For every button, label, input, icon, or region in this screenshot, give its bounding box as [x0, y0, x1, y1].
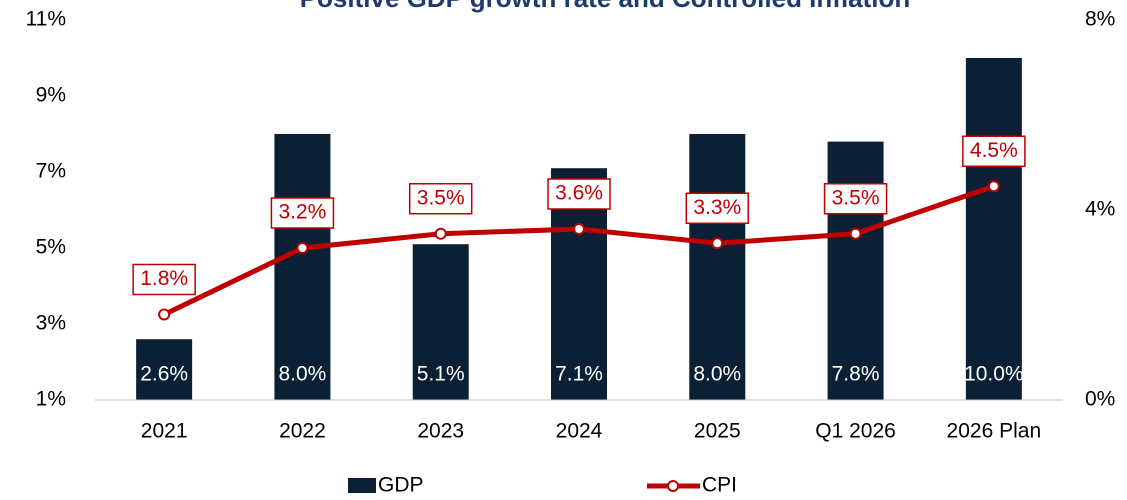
y-tick-label: 9%	[36, 84, 66, 107]
cpi-label-box	[270, 197, 335, 229]
y2-tick-label: 4%	[1085, 198, 1115, 221]
bar-value-label: 10.0%	[964, 363, 1024, 386]
cpi-marker	[711, 237, 724, 250]
cpi-value-label: 3.6%	[555, 182, 603, 205]
cpi-value-label: 4.5%	[970, 139, 1018, 162]
cpi-label-box	[685, 192, 750, 224]
x-tick-label: 2024	[556, 420, 603, 443]
legend-label: GDP	[378, 474, 424, 497]
cpi-label-box	[132, 263, 196, 296]
legend-label: CPI	[702, 474, 737, 497]
bar	[689, 134, 746, 400]
cpi-label-box	[547, 178, 611, 210]
y-tick-label: 11%	[26, 8, 66, 31]
cpi-label-box	[408, 183, 473, 215]
y-tick-label: 1%	[36, 388, 66, 411]
bar	[827, 141, 884, 400]
bar	[274, 134, 331, 400]
bar-value-label: 5.1%	[417, 363, 465, 386]
y2-tick-label: 8%	[1085, 8, 1115, 31]
x-tick-label: 2021	[141, 420, 188, 443]
cpi-marker	[849, 227, 862, 240]
cpi-marker	[573, 223, 585, 235]
bar-value-label: 2.6%	[140, 363, 188, 386]
legend-swatch	[667, 480, 679, 492]
cpi-value-label: 1.8%	[140, 267, 188, 290]
x-tick-label: 2022	[279, 420, 326, 443]
bar	[965, 58, 1022, 400]
cpi-value-label: 3.3%	[693, 196, 741, 219]
bar-value-label: 8.0%	[693, 363, 741, 386]
cpi-marker	[434, 227, 447, 240]
legend-swatch	[348, 478, 376, 493]
cpi-value-label: 3.5%	[832, 186, 880, 209]
cpi-label-box	[823, 183, 888, 215]
y-tick-label: 3%	[36, 312, 66, 335]
y-tick-label: 5%	[36, 236, 66, 259]
x-tick-label: Q1 2026	[815, 420, 896, 443]
cpi-value-label: 3.5%	[417, 186, 465, 209]
cpi-marker	[296, 242, 309, 254]
y2-tick-label: 0%	[1085, 388, 1115, 411]
chart-title: Positive GDP growth rate and Controlled …	[300, 0, 911, 13]
y-tick-label: 7%	[36, 160, 66, 183]
cpi-marker	[158, 308, 171, 321]
cpi-value-label: 3.2%	[278, 201, 326, 224]
cpi-marker	[987, 180, 1000, 193]
x-tick-label: 2026 Plan	[947, 420, 1042, 443]
bar-value-label: 7.1%	[555, 363, 603, 386]
cpi-label-box	[962, 135, 1026, 167]
bar	[136, 339, 193, 400]
bar-value-label: 7.8%	[832, 363, 880, 386]
bar	[412, 244, 469, 400]
x-tick-label: 2025	[694, 420, 741, 443]
x-tick-label: 2023	[417, 420, 464, 443]
bar-value-label: 8.0%	[278, 363, 326, 386]
